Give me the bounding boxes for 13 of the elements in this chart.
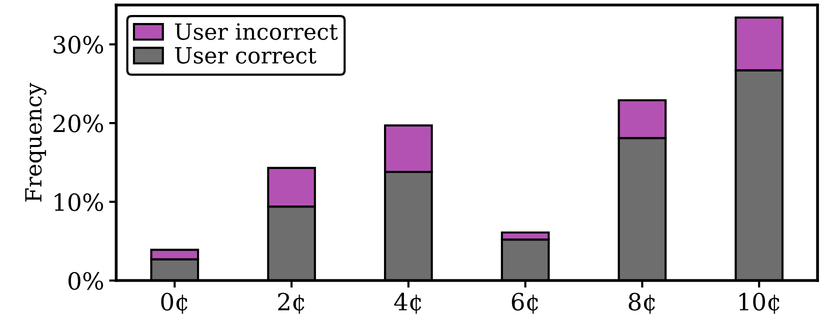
legend-label: User correct [175,47,316,64]
y-axis-title: Frequency [25,82,46,202]
x-tick-label: 2¢ [278,292,304,314]
x-tick-label: 6¢ [512,292,538,314]
y-tick-label: 20% [54,114,104,132]
x-tick-label: 0¢ [161,292,188,314]
legend-label: User incorrect [175,23,338,40]
y-tick-label: 0% [68,272,104,290]
x-tick-label: 8¢ [628,292,655,314]
y-tick-label: 30% [54,36,104,54]
x-tick-label: 4¢ [394,292,422,314]
x-tick-label: 10¢ [739,292,780,314]
y-tick-label: 10% [54,193,104,212]
